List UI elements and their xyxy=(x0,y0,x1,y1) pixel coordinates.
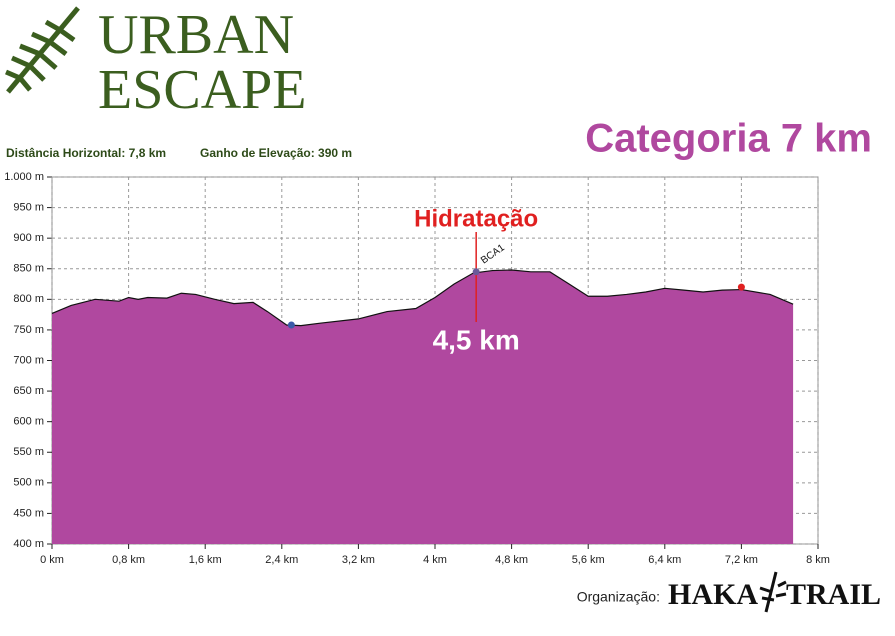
y-tick-label: 950 m xyxy=(13,201,44,213)
category-title: Categoria 7 km xyxy=(585,117,872,161)
y-tick-label: 850 m xyxy=(13,263,44,275)
x-tick-label: 2,4 km xyxy=(265,554,298,566)
stat: Distância Horizontal: 7,8 km xyxy=(6,146,166,160)
brand: TRAIL xyxy=(786,578,881,611)
elevation-area xyxy=(52,269,794,544)
brand: HAKA xyxy=(668,578,758,611)
x-tick-label: 1,6 km xyxy=(189,554,222,566)
x-tick-label: 4,8 km xyxy=(495,554,528,566)
y-tick-label: 550 m xyxy=(13,446,44,458)
y-tick-label: 650 m xyxy=(13,385,44,397)
y-tick-label: 800 m xyxy=(13,293,44,305)
org-label: Organização: xyxy=(577,589,660,605)
annotation-title: Hidratação xyxy=(414,205,538,232)
y-tick-label: 400 m xyxy=(13,538,44,550)
x-tick-label: 0 km xyxy=(40,554,64,566)
x-tick-label: 4 km xyxy=(423,554,447,566)
logo-leaf xyxy=(5,6,80,94)
waypoint xyxy=(472,268,480,276)
y-tick-label: 750 m xyxy=(13,324,44,336)
stat: Ganho de Elevação: 390 m xyxy=(200,146,352,160)
y-tick-label: 500 m xyxy=(13,477,44,489)
plot: 400 m 450 m 500 m 550 m 600 m 650 m 700 m 750 m… xyxy=(4,171,830,566)
brand-leaf xyxy=(759,571,787,613)
elevation-line xyxy=(51,269,794,327)
annotation-distance: 4,5 km xyxy=(433,324,520,355)
y-tick-label: 900 m xyxy=(13,232,44,244)
waypoint-label: BCA1 xyxy=(479,242,507,266)
x-tick-label: 6,4 km xyxy=(648,554,681,566)
x-tick-label: 7,2 km xyxy=(725,554,758,566)
y-tick-label: 600 m xyxy=(13,416,44,428)
y-tick-label: 700 m xyxy=(13,354,44,366)
waypoint xyxy=(737,283,745,291)
logo-text: ESCAPE xyxy=(98,59,307,121)
y-tick-label: 450 m xyxy=(13,507,44,519)
x-tick-label: 0,8 km xyxy=(112,554,145,566)
y-tick-label: 1.000 m xyxy=(4,171,44,183)
x-tick-label: 3,2 km xyxy=(342,554,375,566)
x-tick-label: 8 km xyxy=(806,554,830,566)
waypoint xyxy=(287,321,295,329)
x-tick-label: 5,6 km xyxy=(572,554,605,566)
logo-text: URBAN xyxy=(98,4,294,66)
